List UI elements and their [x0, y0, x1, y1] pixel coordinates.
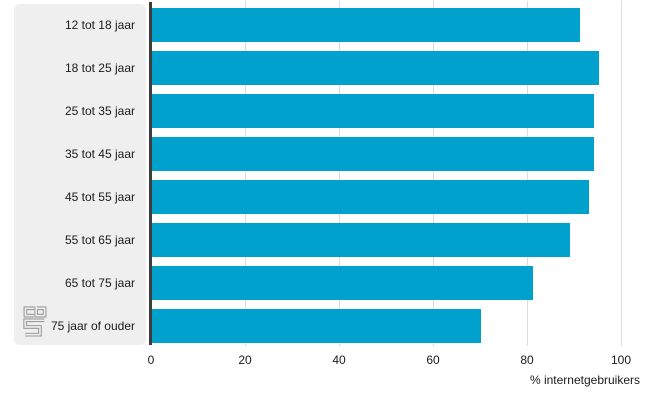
category-label-75-jaar-of-ouder: 75 jaar of ouder: [50, 319, 135, 333]
category-label-18-tot-25-jaar: 18 tot 25 jaar: [64, 61, 135, 75]
gridline-40: [339, 1, 340, 346]
category-label-45-tot-55-jaar: 45 tot 55 jaar: [64, 190, 135, 204]
bar-55-tot-65-jaar[interactable]: [152, 223, 571, 257]
bar-45-tot-55-jaar[interactable]: [152, 180, 590, 214]
cbs-logo: [23, 306, 47, 337]
x-tick-40: 40: [332, 353, 346, 367]
value-axis-line: [149, 2, 152, 345]
bar-25-tot-35-jaar[interactable]: [152, 94, 594, 128]
bar-12-tot-18-jaar[interactable]: [152, 8, 580, 42]
category-label-55-tot-65-jaar: 55 tot 65 jaar: [64, 233, 135, 247]
x-tick-0: 0: [147, 353, 155, 367]
gridline-80: [527, 1, 528, 346]
x-tick-60: 60: [426, 353, 440, 367]
bar-18-tot-25-jaar[interactable]: [152, 51, 599, 85]
x-tick-20: 20: [238, 353, 252, 367]
x-axis-label: % internetgebruikers: [529, 373, 640, 387]
gridline-60: [433, 1, 434, 346]
category-label-12-tot-18-jaar: 12 tot 18 jaar: [64, 18, 135, 32]
bar-65-tot-75-jaar[interactable]: [152, 266, 533, 300]
category-panel: [14, 4, 146, 345]
category-label-25-tot-35-jaar: 25 tot 35 jaar: [64, 104, 135, 118]
x-tick-100: 100: [610, 353, 632, 367]
category-label-35-tot-45-jaar: 35 tot 45 jaar: [64, 147, 135, 161]
category-label-65-tot-75-jaar: 65 tot 75 jaar: [64, 276, 135, 290]
gridline-100: [621, 1, 622, 346]
cbs-logo-c: [23, 306, 34, 318]
gridline-20: [245, 1, 246, 346]
bar-75-jaar-of-ouder[interactable]: [152, 309, 481, 343]
x-tick-80: 80: [520, 353, 534, 367]
bar-35-tot-45-jaar[interactable]: [152, 137, 594, 171]
